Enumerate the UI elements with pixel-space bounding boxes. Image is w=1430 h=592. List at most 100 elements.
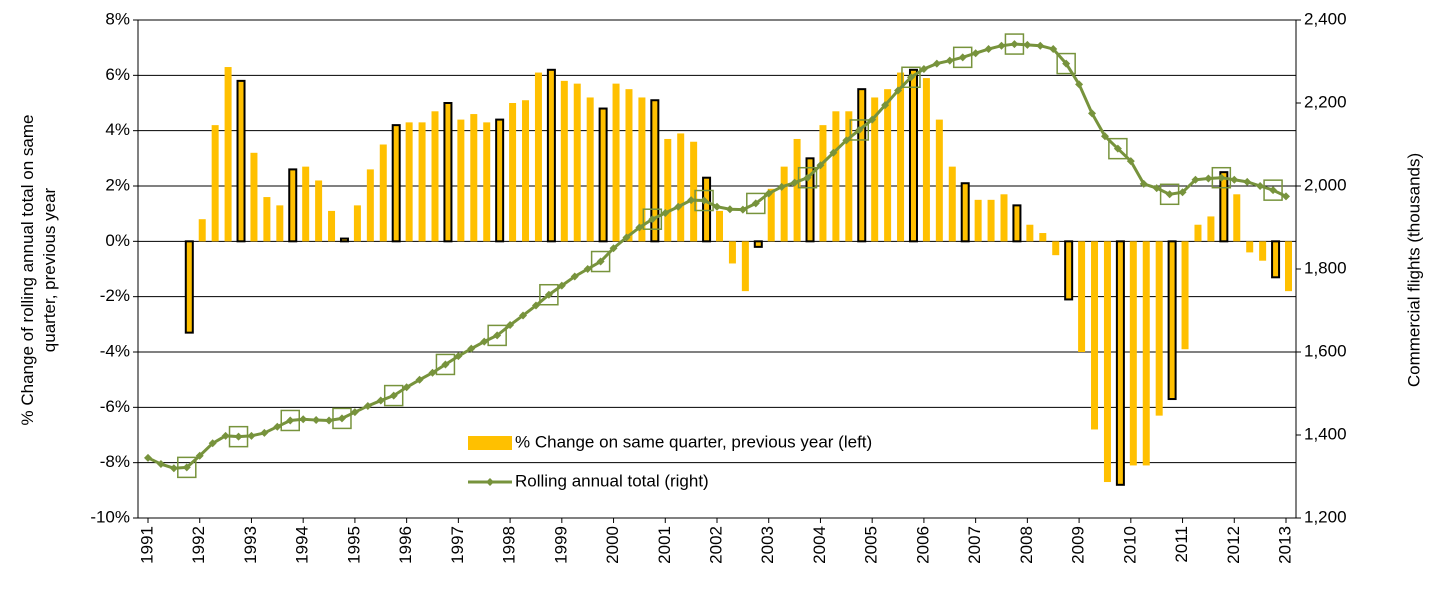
line-marker: [1010, 40, 1019, 49]
bar: [1259, 241, 1267, 261]
highlight-box: [746, 192, 766, 215]
line-marker: [842, 136, 851, 145]
bar: [638, 97, 646, 242]
line-marker: [1256, 182, 1265, 190]
bar: [1233, 194, 1241, 242]
bar: [805, 157, 815, 243]
bar: [276, 205, 284, 242]
line-marker: [1165, 190, 1174, 199]
bar: [1078, 241, 1086, 352]
bar: [612, 83, 620, 242]
bar: [573, 83, 581, 242]
bar: [650, 99, 660, 243]
bar: [1103, 241, 1111, 483]
line-marker: [661, 208, 670, 217]
line-marker: [415, 375, 424, 384]
line-marker: [247, 431, 256, 440]
y-tick-label: 8%: [105, 9, 130, 28]
bar: [960, 182, 970, 243]
x-tick-label: 1999: [551, 526, 570, 564]
bar: [1039, 233, 1047, 242]
bar: [908, 68, 918, 243]
bar: [664, 138, 672, 242]
bar: [534, 72, 542, 242]
bar: [236, 79, 246, 243]
line-marker: [208, 439, 217, 448]
line: [147, 42, 1287, 470]
highlight-box: [1004, 33, 1025, 55]
x-tick-label: 1993: [241, 526, 260, 564]
line-marker: [286, 416, 295, 425]
line-marker: [273, 422, 282, 431]
x-tick-label: 1991: [137, 526, 156, 564]
line-marker: [480, 337, 489, 346]
bar: [443, 102, 453, 243]
highlight-box: [177, 456, 197, 479]
highlight-box: [487, 324, 507, 347]
line-marker: [1049, 45, 1058, 54]
line-marker: [156, 460, 165, 469]
bar: [366, 169, 374, 242]
highlight-box: [228, 425, 249, 448]
x-tick-label: 2008: [1017, 526, 1036, 564]
line-marker: [971, 49, 980, 58]
line-marker: [894, 86, 903, 95]
bar: [1285, 241, 1292, 292]
highlight-box: [901, 66, 921, 89]
highlight-box: [1056, 52, 1076, 75]
x-tick-label: 1992: [189, 526, 208, 564]
y-tick-label: -4%: [100, 341, 130, 360]
y2-tick-label: 2,200: [1304, 92, 1347, 111]
line-marker: [725, 205, 734, 214]
bar: [184, 240, 194, 334]
line-marker: [531, 301, 540, 310]
line-marker: [1088, 109, 1097, 118]
line-marker: [1126, 157, 1135, 166]
line-marker: [881, 101, 890, 110]
bar: [560, 80, 568, 242]
bar: [522, 100, 530, 242]
bar: [922, 78, 930, 242]
bar: [391, 124, 401, 243]
x-tick-label: 1998: [500, 526, 519, 564]
line-marker: [363, 401, 372, 410]
line-marker: [493, 331, 502, 340]
x-tick-label: 2001: [655, 526, 674, 564]
line-marker: [906, 73, 915, 82]
bar: [1026, 224, 1034, 242]
line-marker: [958, 53, 967, 62]
line-marker: [195, 451, 204, 460]
bar: [728, 241, 736, 264]
line-marker: [1282, 192, 1290, 201]
line-marker: [389, 391, 398, 400]
line-marker: [868, 115, 877, 124]
line-marker: [932, 59, 941, 68]
line-marker: [221, 431, 230, 440]
bar: [457, 119, 465, 242]
bar: [211, 125, 219, 242]
y2-tick-label: 1,600: [1304, 341, 1347, 360]
line-marker: [648, 215, 657, 224]
bar: [546, 68, 556, 243]
legend-swatch: [468, 436, 512, 450]
line-marker: [1230, 175, 1239, 184]
line-marker: [1036, 41, 1045, 50]
line-marker: [1191, 175, 1200, 184]
line-marker: [337, 414, 346, 423]
x-tick-label: 2013: [1275, 526, 1294, 564]
line-marker: [984, 45, 993, 54]
bar: [339, 237, 349, 243]
y-tick-label: 6%: [105, 65, 130, 84]
line-marker: [1062, 59, 1071, 68]
line-marker: [700, 196, 709, 205]
bar: [1142, 241, 1150, 466]
bar: [767, 188, 775, 242]
bar: [509, 103, 517, 242]
bar: [1012, 204, 1022, 243]
bar: [625, 89, 633, 242]
line-marker: [350, 408, 359, 417]
bar: [224, 67, 232, 242]
bar: [871, 97, 879, 242]
